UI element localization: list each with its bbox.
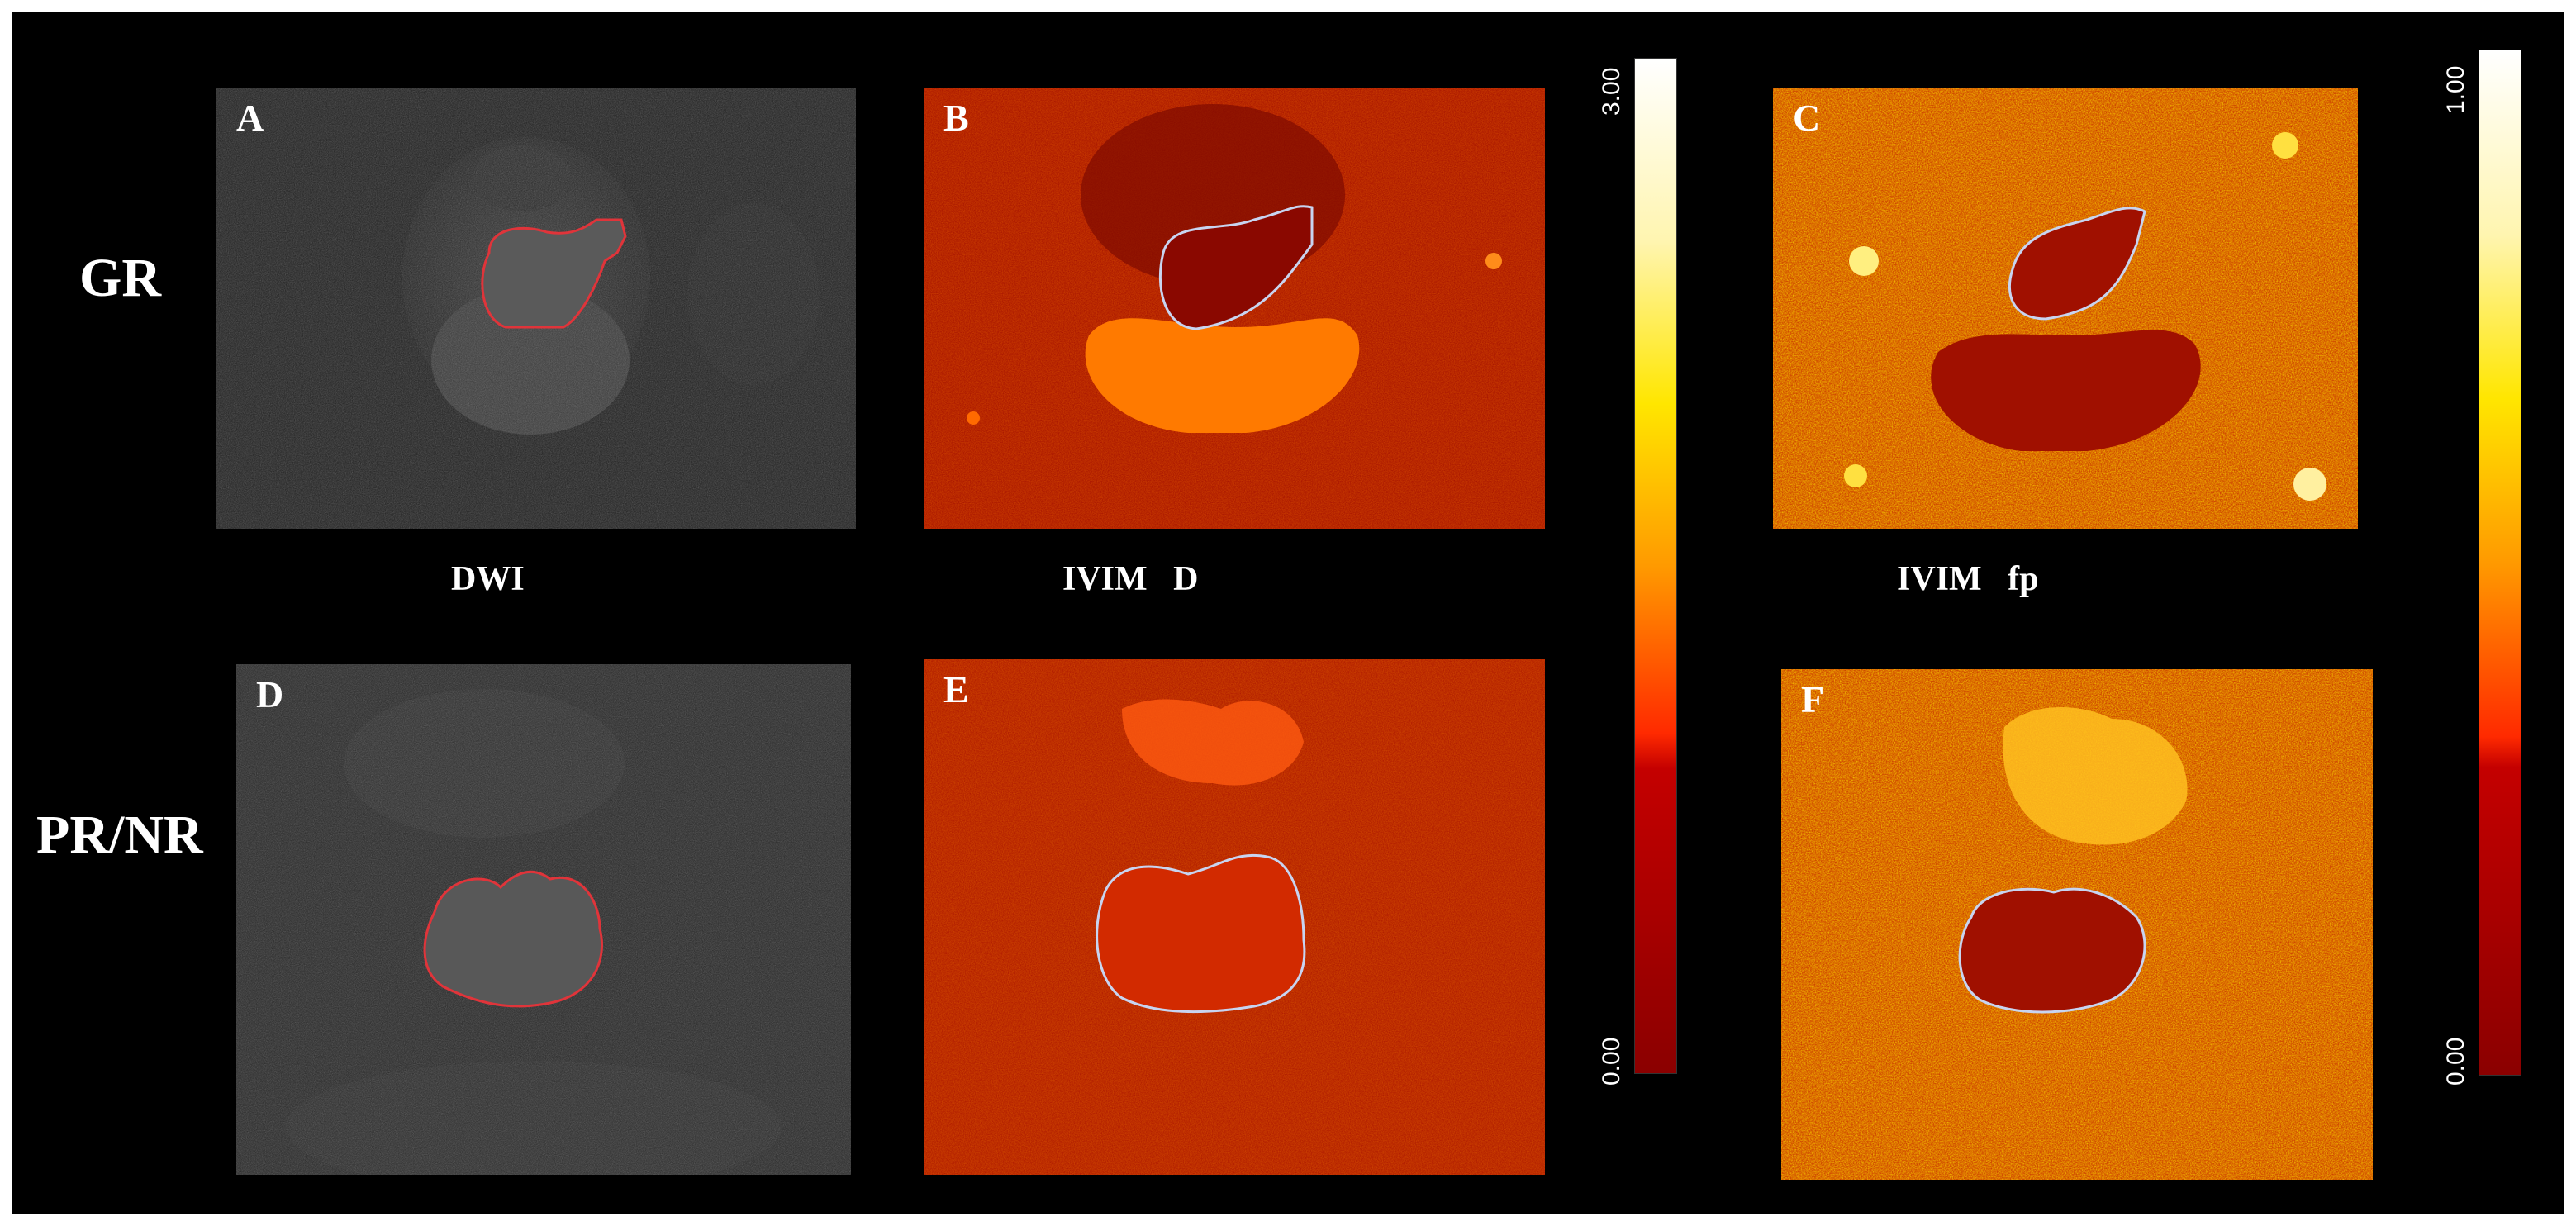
colorbar-ivim-fp xyxy=(2479,50,2521,1076)
roi-contour-f xyxy=(1958,887,2146,1014)
roi-contour-c xyxy=(2008,207,2146,321)
row-label-pr-nr: PR/NR xyxy=(36,805,203,865)
panel-letter-a: A xyxy=(236,97,264,139)
dark-region-c xyxy=(1931,330,2201,451)
column-label-ivim-d: IVIM D xyxy=(1062,560,1199,598)
panel-letter-f: F xyxy=(1801,678,1825,720)
colorbar-ivim-d xyxy=(1634,58,1677,1074)
panel-letter-d: D xyxy=(256,673,284,715)
panel-c-ivim-fp-map: C xyxy=(1773,88,2358,529)
colorbar-fp-min-label: 0.00 xyxy=(2442,1037,2469,1086)
figure-canvas: GR PR/NR DWI IVIM D IVIM fp xyxy=(12,12,2564,1214)
column-label-dwi: DWI xyxy=(451,560,525,598)
roi-contour-b xyxy=(1158,205,1314,330)
roi-contour-d xyxy=(423,870,603,1008)
panel-letter-c: C xyxy=(1793,97,1821,139)
panel-f-ivim-fp-map: F xyxy=(1781,669,2373,1180)
roi-contour-a xyxy=(481,218,627,329)
panel-a-dwi-image: A xyxy=(216,88,856,529)
ivim-d-map-e xyxy=(924,659,1545,1175)
roi-contour-e xyxy=(1096,853,1306,1014)
bright-region-b xyxy=(1085,318,1360,433)
panel-letter-e: E xyxy=(943,668,969,710)
row-label-gr: GR xyxy=(79,248,161,308)
panel-b-ivim-d-map: B xyxy=(924,88,1545,529)
dwi-scan-d xyxy=(236,664,851,1175)
ivim-d-map-b xyxy=(924,88,1545,529)
colorbar-d-max-label: 3.00 xyxy=(1598,67,1625,116)
panel-letter-b: B xyxy=(943,97,969,139)
column-label-ivim-fp: IVIM fp xyxy=(1897,560,2039,598)
dwi-scan-a xyxy=(216,88,856,529)
ivim-fp-map-f xyxy=(1781,669,2373,1180)
ivim-fp-map-c xyxy=(1773,88,2358,529)
panel-e-ivim-d-map: E xyxy=(924,659,1545,1175)
colorbar-d-min-label: 0.00 xyxy=(1598,1037,1625,1086)
colorbar-fp-max-label: 1.00 xyxy=(2442,65,2469,114)
panel-d-dwi-image: D xyxy=(236,664,851,1175)
